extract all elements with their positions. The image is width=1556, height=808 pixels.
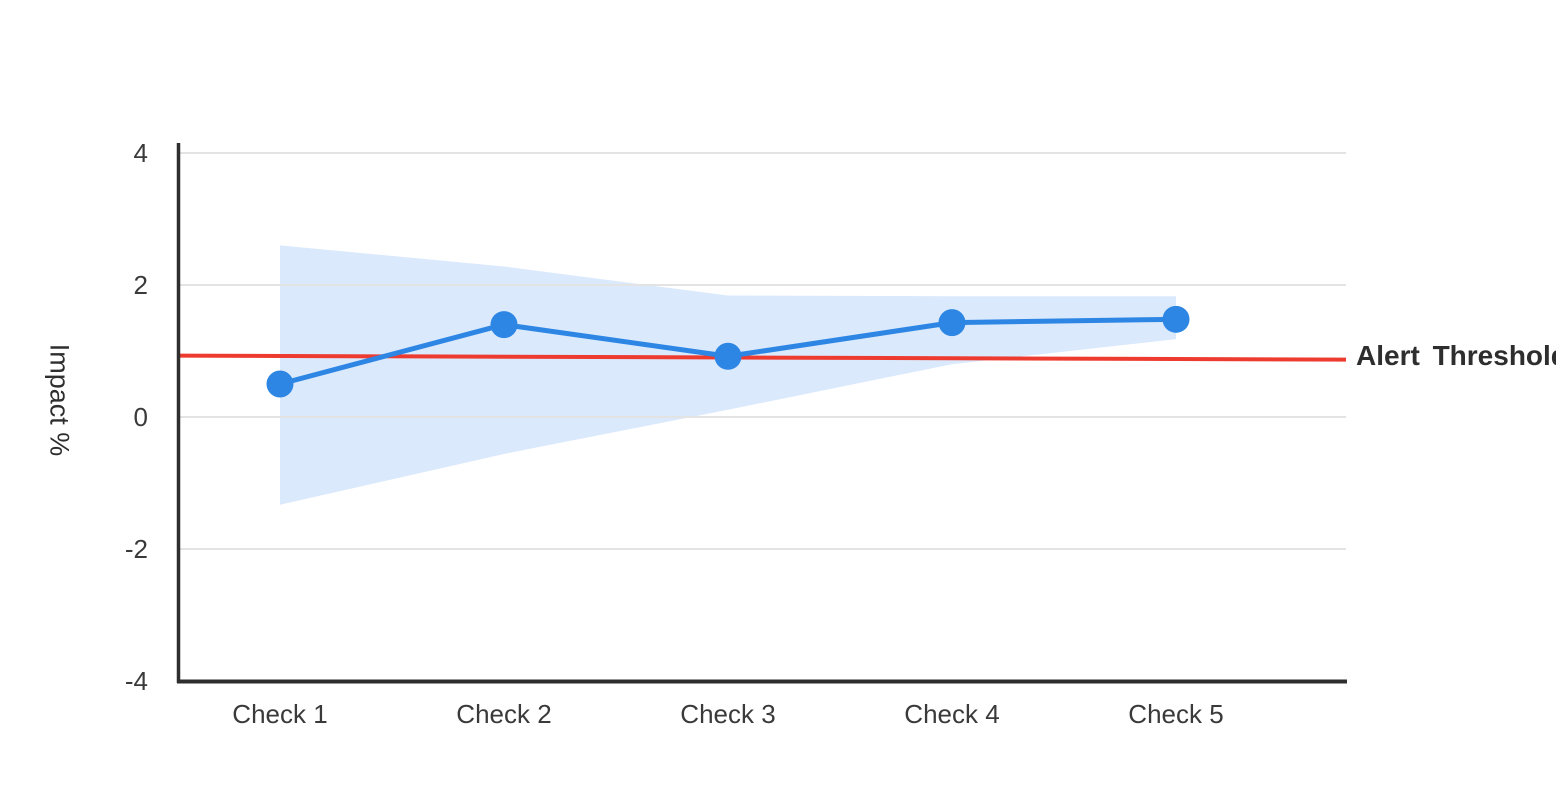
data-point-4 [938, 309, 966, 337]
x-tick-label-check-5: Check 5 [1128, 699, 1224, 729]
y-tick-label--4: -4 [124, 666, 148, 696]
y-axis-title: Impact % [44, 343, 75, 457]
x-tick-label-check-1: Check 1 [232, 699, 328, 729]
y-tick-label-4: 4 [133, 138, 148, 168]
threshold-label: Alert Threshold [1356, 340, 1556, 371]
x-tick-label-check-4: Check 4 [904, 699, 1000, 729]
data-point-5 [1162, 305, 1190, 333]
x-tick-label-check-2: Check 2 [456, 699, 552, 729]
data-point-1 [266, 370, 294, 398]
alert-threshold-line [176, 353, 1347, 362]
y-tick-label-2: 2 [133, 270, 148, 300]
data-point-3 [714, 342, 742, 370]
y-tick-label-0: 0 [133, 402, 148, 432]
data-point-2 [490, 311, 518, 339]
y-tick-label--2: -2 [124, 534, 148, 564]
x-tick-label-check-3: Check 3 [680, 699, 776, 729]
